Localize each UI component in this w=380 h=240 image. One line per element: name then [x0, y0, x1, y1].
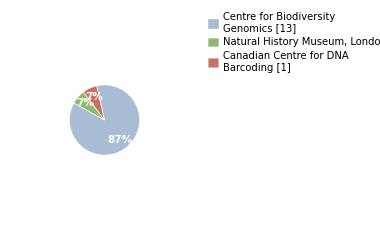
Wedge shape [70, 85, 139, 155]
Text: 7%: 7% [76, 98, 94, 108]
Legend: Centre for Biodiversity
Genomics [13], Natural History Museum, London [1], Canad: Centre for Biodiversity Genomics [13], N… [206, 10, 380, 75]
Text: 87%: 87% [107, 135, 132, 145]
Text: 7%: 7% [85, 92, 103, 102]
Wedge shape [83, 86, 104, 120]
Wedge shape [74, 92, 104, 120]
